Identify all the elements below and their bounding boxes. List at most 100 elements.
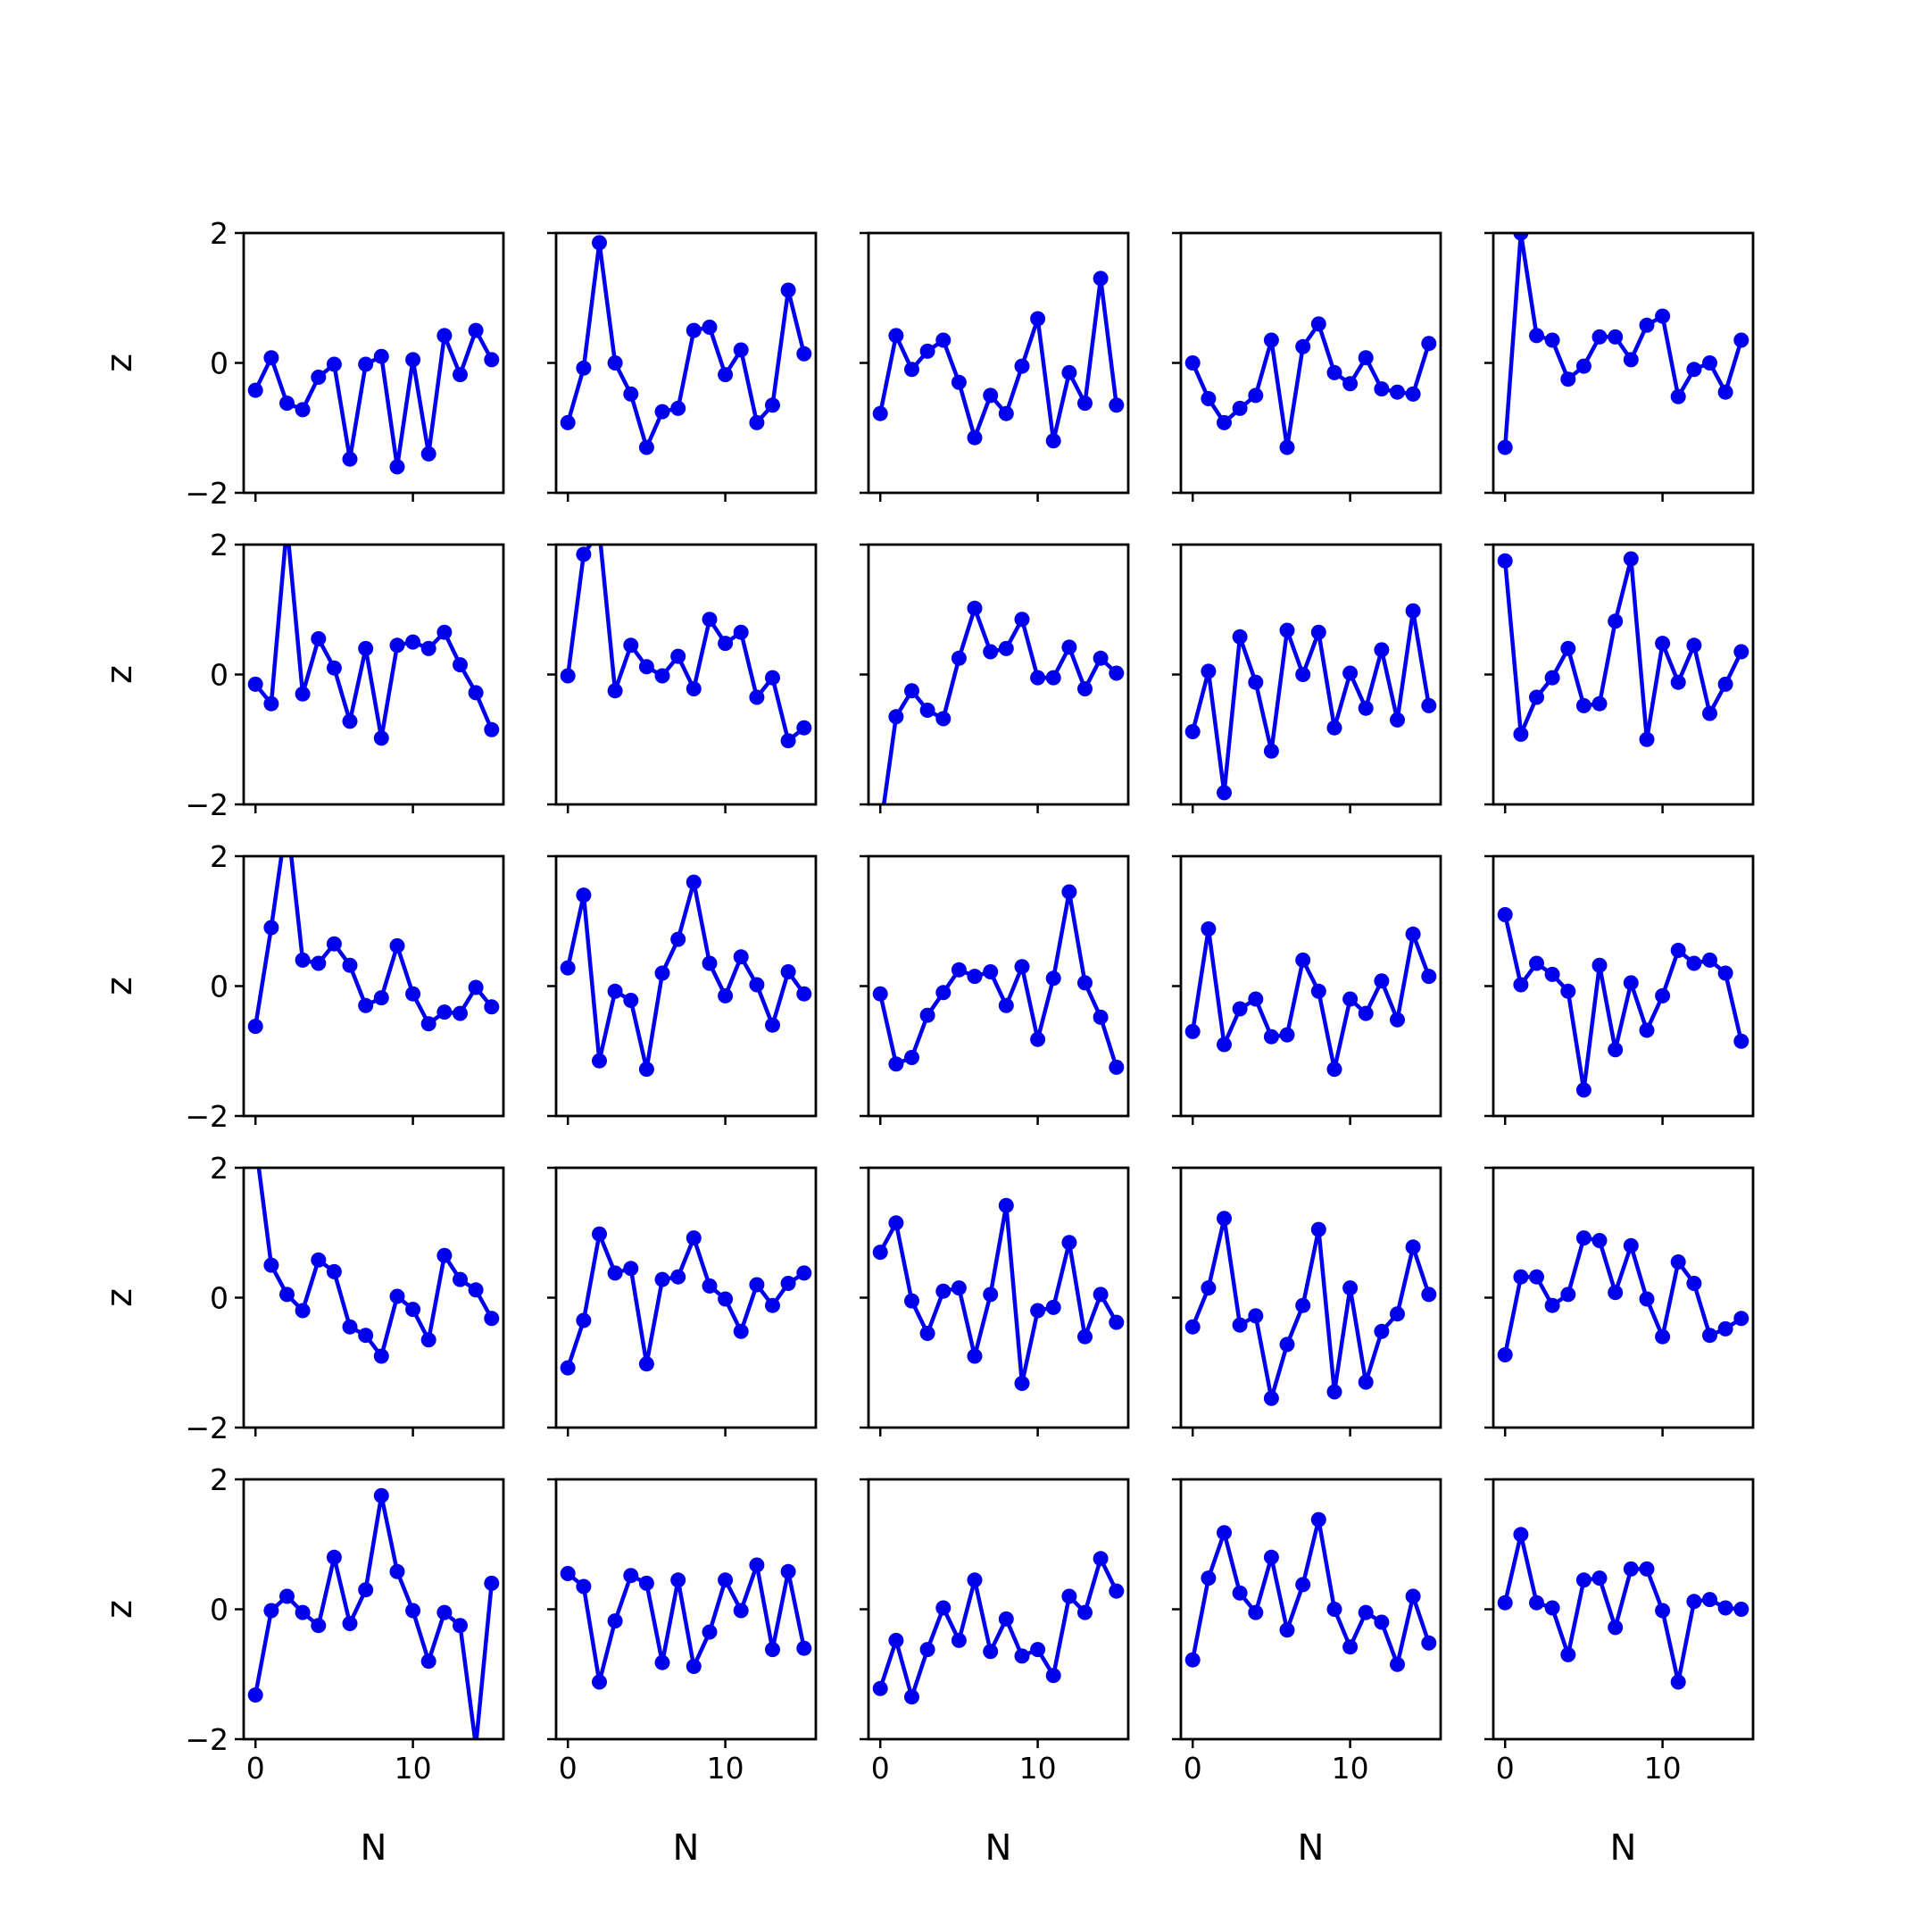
data-point — [1295, 1297, 1311, 1313]
data-point — [765, 1017, 780, 1033]
data-point — [311, 370, 327, 385]
data-point — [1670, 1254, 1686, 1270]
x-axis-label: N — [1298, 1828, 1325, 1869]
data-point — [1184, 1023, 1201, 1039]
data-point — [1201, 663, 1217, 679]
data-point — [1608, 613, 1624, 629]
data-point — [373, 1348, 389, 1364]
data-point — [1077, 1604, 1093, 1620]
data-point — [1513, 726, 1529, 742]
data-point — [686, 322, 702, 338]
data-point — [1279, 1622, 1295, 1638]
data-point — [888, 1215, 904, 1231]
data-point — [1232, 629, 1248, 645]
data-point — [1295, 338, 1311, 354]
data-point — [951, 1280, 967, 1296]
data-point — [484, 1575, 500, 1591]
data-point — [873, 823, 888, 838]
series-line — [566, 240, 806, 450]
subplot-19 — [1172, 1166, 1442, 1437]
data-point — [1686, 362, 1702, 378]
data-point — [1623, 551, 1639, 567]
data-point — [1421, 697, 1437, 713]
data-point — [1342, 991, 1359, 1007]
data-point — [1342, 665, 1359, 681]
data-point — [1045, 433, 1061, 449]
data-point — [1421, 1287, 1437, 1303]
data-point — [998, 1197, 1014, 1213]
data-point — [1560, 1646, 1576, 1662]
subplot-10 — [1484, 543, 1755, 813]
data-point — [263, 350, 279, 366]
data-point — [420, 446, 436, 462]
data-point — [702, 1278, 718, 1294]
x-axis-label: N — [985, 1828, 1012, 1869]
data-point — [1529, 1269, 1544, 1285]
data-point — [935, 1600, 952, 1616]
data-point — [358, 1328, 374, 1344]
data-point — [453, 1005, 468, 1021]
data-point — [718, 367, 734, 383]
series-line — [1502, 556, 1743, 742]
data-point — [1608, 1620, 1624, 1636]
data-point — [1184, 1652, 1201, 1668]
data-point — [935, 1283, 952, 1299]
data-point — [1358, 1005, 1374, 1021]
data-point — [904, 1689, 919, 1705]
data-point — [576, 546, 592, 562]
data-point — [1045, 1668, 1061, 1684]
y-tick-label: 2 — [210, 216, 229, 251]
data-point — [623, 1568, 639, 1584]
data-point — [1670, 674, 1686, 690]
y-tick-label: 2 — [210, 528, 229, 562]
y-tick-label: 2 — [210, 839, 229, 874]
data-point — [484, 721, 500, 737]
data-point — [1623, 352, 1639, 368]
data-point — [373, 990, 389, 1006]
data-point — [1279, 1027, 1295, 1043]
data-point — [1497, 1595, 1513, 1611]
plot-data — [1497, 1527, 1749, 1690]
data-point — [1045, 1299, 1061, 1315]
data-point — [576, 887, 592, 904]
data-point — [1014, 1376, 1030, 1391]
data-point — [1109, 1583, 1125, 1599]
data-point — [342, 957, 358, 973]
data-point — [1263, 743, 1279, 759]
data-point — [1217, 1037, 1232, 1053]
data-point — [1310, 316, 1326, 332]
data-point — [1529, 689, 1544, 705]
data-point — [967, 969, 983, 985]
series-line — [1191, 608, 1432, 795]
x-tick-label: 0 — [1496, 1751, 1515, 1786]
data-point — [686, 1230, 702, 1246]
data-point — [1544, 1600, 1560, 1616]
data-point — [1077, 1328, 1093, 1345]
data-point — [1184, 724, 1201, 739]
data-point — [311, 1618, 327, 1634]
data-point — [607, 1613, 623, 1629]
data-point — [1608, 329, 1624, 345]
plot-data — [247, 545, 500, 746]
y-axis-label: z — [99, 665, 140, 684]
data-point — [1608, 1285, 1624, 1301]
y-tick-label: 2 — [210, 1151, 229, 1186]
data-point — [358, 640, 374, 656]
data-point — [670, 400, 686, 416]
data-point — [983, 1644, 999, 1660]
data-point — [1655, 1328, 1671, 1345]
data-point — [1077, 681, 1093, 696]
data-point — [638, 1356, 654, 1372]
data-point — [1717, 676, 1733, 692]
data-point — [1655, 1603, 1671, 1619]
data-point — [1232, 1001, 1248, 1017]
data-point — [1248, 991, 1264, 1007]
plot-frame — [1179, 231, 1442, 495]
data-point — [1733, 332, 1749, 348]
data-point — [919, 1007, 935, 1023]
data-point — [935, 711, 952, 727]
plot-data — [1184, 603, 1437, 801]
data-point — [1263, 1549, 1279, 1565]
data-point — [1014, 358, 1030, 374]
